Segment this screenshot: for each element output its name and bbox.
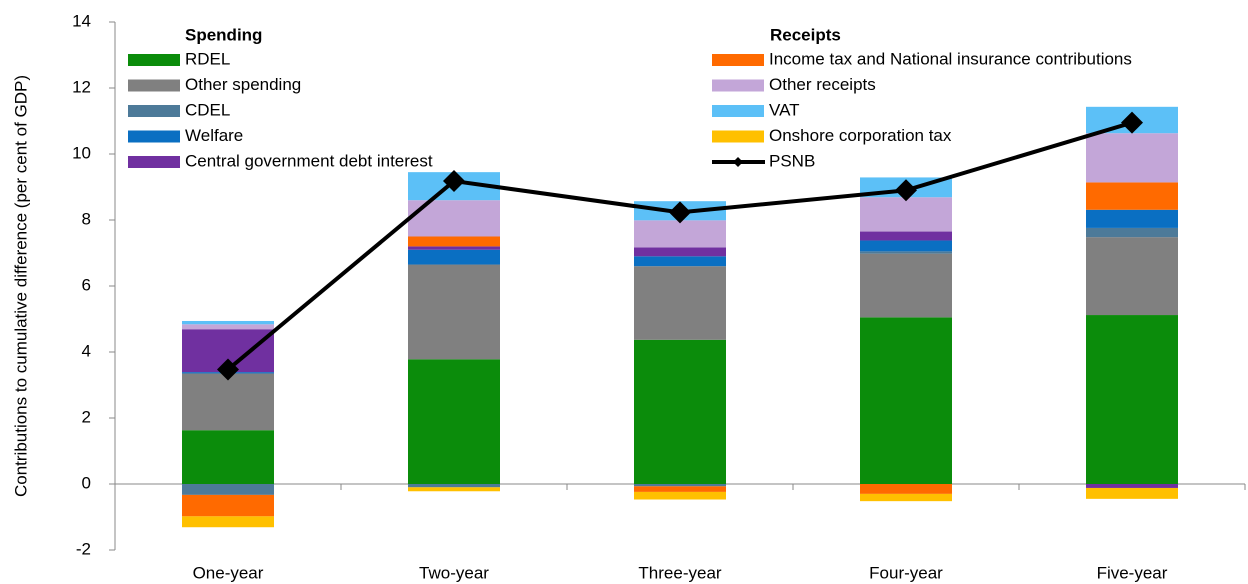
y-tick-label: -2	[76, 539, 91, 558]
bar-segment	[1086, 182, 1178, 210]
legend-title: Spending	[185, 25, 262, 44]
bar-segment	[860, 253, 952, 318]
legend-swatch	[712, 105, 764, 117]
line-marker	[669, 201, 691, 224]
legend-label: Welfare	[185, 126, 243, 145]
bar-segment	[408, 484, 500, 488]
bar-segment	[860, 240, 952, 252]
bar-segment	[634, 486, 726, 492]
x-tick-label: Five-year	[1097, 563, 1168, 582]
bar-segment	[182, 430, 274, 484]
legend-label: Central government debt interest	[185, 151, 433, 170]
bar-segment	[182, 324, 274, 330]
bar-segment	[1086, 237, 1178, 316]
bar-segment	[182, 320, 274, 325]
bar-segment	[634, 491, 726, 500]
bar-segment	[182, 373, 274, 431]
bar-segment	[860, 197, 952, 232]
line-marker	[1121, 111, 1143, 134]
legend-label: Income tax and National insurance contri…	[769, 49, 1132, 68]
legend-label: PSNB	[769, 151, 815, 170]
legend-label: RDEL	[185, 49, 230, 68]
bar-segment	[182, 494, 274, 517]
bar-segment	[634, 339, 726, 484]
legend-label: Other spending	[185, 75, 301, 94]
legend-swatch	[128, 54, 180, 66]
bar-segment	[1086, 315, 1178, 484]
y-tick-label: 0	[82, 473, 91, 492]
bar-segment	[860, 493, 952, 502]
y-axis-label: Contributions to cumulative difference (…	[11, 75, 30, 497]
bar-segment	[1086, 209, 1178, 228]
legend-swatch	[128, 130, 180, 143]
bar-segment	[408, 359, 500, 484]
legend-marker	[733, 157, 743, 167]
bar-segment	[1086, 227, 1178, 238]
legend-label: Other receipts	[769, 75, 876, 94]
bar-segment	[634, 220, 726, 248]
line-marker	[895, 179, 917, 202]
line-marker	[217, 358, 239, 381]
y-tick-label: 8	[82, 209, 91, 228]
bar-segment	[408, 246, 500, 250]
y-tick-label: 10	[72, 143, 91, 162]
y-tick-label: 12	[72, 77, 91, 96]
legend-swatch	[712, 79, 764, 92]
x-tick-label: Two-year	[419, 563, 489, 582]
legend-swatch	[712, 54, 764, 66]
bar-segment	[634, 256, 726, 267]
bar-segment	[634, 247, 726, 257]
y-tick-label: 4	[82, 341, 91, 360]
legend-swatch	[712, 130, 764, 143]
legend-swatch	[128, 105, 180, 117]
bar-segment	[408, 236, 500, 247]
legend-swatch	[128, 79, 180, 92]
bar-segment	[860, 484, 952, 494]
bar-segment	[408, 264, 500, 360]
y-tick-label: 6	[82, 275, 91, 294]
y-tick-label: 14	[72, 11, 91, 30]
bar-segment	[860, 317, 952, 484]
bar-segment	[408, 249, 500, 265]
line-marker	[443, 170, 465, 193]
legend-label: Onshore corporation tax	[769, 126, 952, 145]
bar-segment	[182, 516, 274, 528]
bar-segment	[1086, 133, 1178, 183]
bar-segment	[860, 251, 952, 254]
bar-segment	[634, 484, 726, 487]
legend-label: CDEL	[185, 100, 230, 119]
x-tick-label: Three-year	[638, 563, 721, 582]
y-tick-label: 2	[82, 407, 91, 426]
bar-segment	[1086, 487, 1178, 499]
legend-title: Receipts	[770, 25, 841, 44]
bar-segment	[1086, 484, 1178, 488]
bar-segment	[182, 484, 274, 495]
bar-segment	[634, 266, 726, 340]
x-tick-label: Four-year	[869, 563, 943, 582]
bar-segment	[860, 231, 952, 241]
bar-segment	[408, 487, 500, 492]
x-tick-label: One-year	[193, 563, 264, 582]
legend-label: VAT	[769, 100, 800, 119]
legend-swatch	[128, 156, 180, 168]
